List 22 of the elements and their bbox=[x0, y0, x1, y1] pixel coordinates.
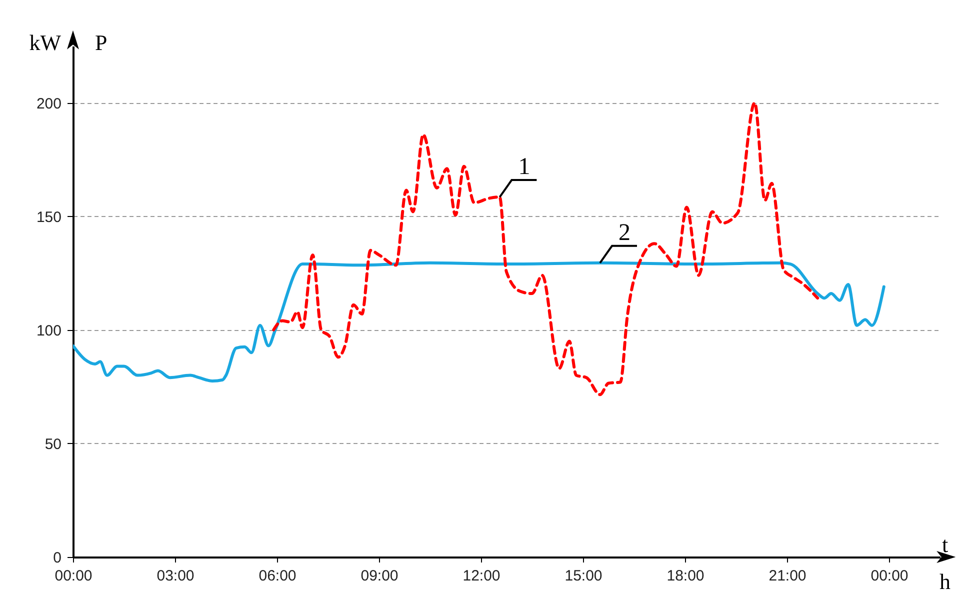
series-label: 2 bbox=[618, 220, 630, 246]
y-axis-title: P bbox=[95, 30, 108, 55]
x-axis-title: t bbox=[942, 532, 948, 557]
x-tick-label: 21:00 bbox=[768, 568, 806, 584]
text: kW bbox=[29, 30, 62, 55]
y-tick-label: 100 bbox=[36, 322, 62, 340]
line-series bbox=[73, 261, 886, 382]
x-tick-label: 03:00 bbox=[156, 568, 194, 584]
x-tick-label: 06:00 bbox=[258, 568, 296, 584]
x-tick-label: 09:00 bbox=[360, 568, 398, 584]
y-tick-label: 200 bbox=[36, 95, 62, 112]
y-tick-label: 50 bbox=[44, 436, 62, 453]
x-tick-label: 12:00 bbox=[462, 568, 500, 584]
y-tick-label: 150 bbox=[36, 208, 62, 226]
series-label: 1 bbox=[518, 154, 530, 180]
y-tick-label: 0 bbox=[53, 550, 62, 566]
x-tick-label: 00:00 bbox=[870, 568, 908, 584]
line-series bbox=[272, 101, 820, 396]
x-tick-label: 18:00 bbox=[666, 568, 704, 584]
x-tick-label: 00:00 bbox=[54, 568, 92, 584]
text: h bbox=[940, 569, 950, 594]
x-tick-label: 15:00 bbox=[564, 568, 602, 584]
